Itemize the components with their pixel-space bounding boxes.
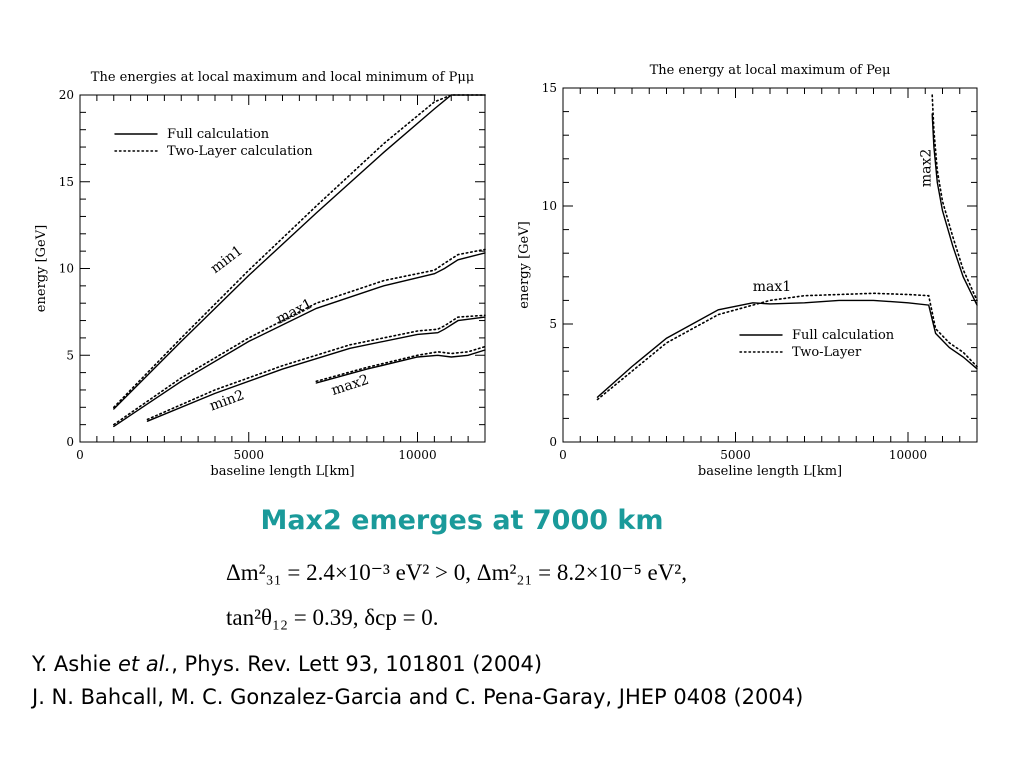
ref1-authors: Y. Ashie — [32, 652, 112, 676]
curve-label-max2: max2 — [918, 149, 934, 187]
x-tick-label: 10000 — [398, 448, 436, 462]
reference-bahcall: J. N. Bahcall, M. C. Gonzalez-Garcia and… — [32, 685, 804, 709]
equation-mixing: tan²θ₁₂ = 0.39, δcp = 0. — [226, 605, 439, 630]
reference-ashie: Y. Ashie et al., Phys. Rev. Lett 93, 101… — [32, 652, 542, 676]
chart-pemu: The energy at local maximum of Peμ 0 5000 1… — [517, 63, 978, 479]
series-line-max1-solid — [596, 299, 978, 398]
legend-label-full: Full calculation — [792, 328, 895, 343]
y-axis-label: energy [GeV] — [517, 221, 532, 308]
x-axis-label: baseline length L[km] — [698, 464, 842, 479]
y-tick-label: 0 — [549, 435, 557, 449]
x-tick-label: 5000 — [233, 448, 264, 462]
series-line-max1-dotted — [113, 248, 486, 426]
y-tick-label: 5 — [66, 348, 74, 362]
y-tick-label: 15 — [59, 175, 74, 189]
series-line-min2-solid — [146, 316, 486, 422]
y-tick-label: 10 — [59, 262, 74, 276]
headline: Max2 emerges at 7000 km — [260, 505, 664, 536]
y-tick-label: 0 — [66, 435, 74, 449]
chart-pmumu: The energies at local maximum and local … — [34, 70, 486, 479]
series-line-max1-solid — [113, 252, 486, 428]
curve-label-min2: min2 — [208, 387, 247, 414]
series-line-max1-dotted — [596, 292, 978, 401]
x-axis-label: baseline length L[km] — [210, 464, 354, 479]
series-line-min1-solid — [113, 94, 486, 410]
y-tick-label: 5 — [549, 317, 557, 331]
series-line-max2-solid — [315, 349, 486, 384]
ref1-rest: , Phys. Rev. Lett 93, 101801 (2004) — [171, 652, 543, 676]
x-tick-label: 0 — [76, 448, 84, 462]
y-tick-label: 10 — [542, 199, 557, 213]
curve-label-max1: max1 — [274, 296, 316, 328]
legend-label-full: Full calculation — [167, 127, 270, 142]
y-tick-label: 20 — [59, 88, 74, 102]
legend-label-two-layer: Two-Layer calculation — [167, 144, 313, 159]
series-line-min1-dotted — [113, 94, 486, 409]
curve-label-min1: min1 — [208, 243, 246, 277]
series-line-max2-dotted — [931, 94, 978, 302]
plot-frame — [562, 87, 978, 443]
x-tick-label: 5000 — [720, 448, 751, 462]
series-line-max2-solid — [931, 113, 978, 306]
curve-label-max1: max1 — [753, 279, 791, 295]
y-tick-label: 15 — [542, 81, 557, 95]
x-tick-label: 0 — [559, 448, 567, 462]
chart-title: The energies at local maximum and local … — [91, 70, 474, 85]
x-tick-label: 10000 — [889, 448, 927, 462]
series-line-min2-dotted — [146, 314, 486, 421]
chart-title: The energy at local maximum of Peμ — [650, 63, 891, 78]
ref1-etal: et al. — [117, 652, 172, 676]
legend-label-two-layer: Two-Layer — [792, 345, 862, 360]
equation-mass-splittings: Δm²₃₁ = 2.4×10⁻³ eV² > 0, Δm²₂₁ = 8.2×10… — [226, 560, 687, 585]
y-axis-label: energy [GeV] — [34, 225, 49, 312]
